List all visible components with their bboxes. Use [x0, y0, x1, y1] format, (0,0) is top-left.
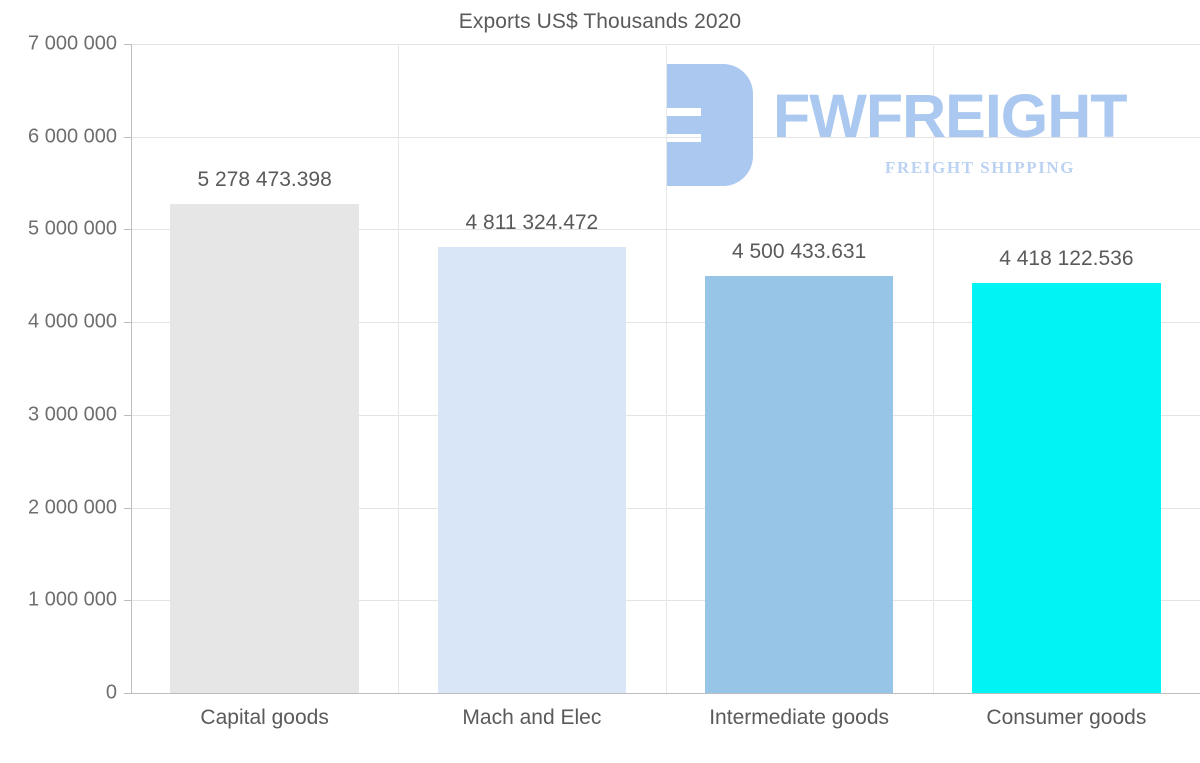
y-tick-mark [124, 44, 132, 45]
y-axis-tick-label: 0 [105, 681, 117, 704]
x-axis-category-label: Mach and Elec [462, 706, 602, 729]
bar-value-label: 4 418 122.536 [999, 247, 1134, 271]
y-axis-tick-label: 2 000 000 [28, 496, 117, 519]
y-axis-tick-label: 4 000 000 [28, 310, 117, 333]
bar-value-label: 5 278 473.398 [197, 167, 332, 191]
bar[interactable] [437, 246, 627, 693]
y-tick-mark [124, 600, 132, 602]
y-axis-tick-label: 1 000 000 [28, 588, 117, 611]
bar[interactable] [704, 275, 894, 693]
plot-area [131, 44, 1200, 694]
y-axis-tick-label: 5 000 000 [28, 217, 117, 240]
y-tick-mark [124, 507, 132, 509]
bar[interactable] [972, 283, 1161, 693]
bar-value-label: 4 500 433.631 [731, 239, 867, 263]
y-axis-tick-label: 6 000 000 [28, 125, 117, 148]
x-axis-category-label: Intermediate goods [709, 706, 890, 729]
gridline-horizontal [131, 693, 1200, 694]
x-axis-category-label: Capital goods [200, 706, 329, 729]
gridline-category-separator [932, 44, 934, 693]
bar-value-label: 4 811 324.472 [465, 210, 599, 234]
y-axis-tick-label: 3 000 000 [28, 403, 117, 426]
gridline-category-separator [398, 44, 400, 693]
y-axis-tick-label: 7 000 000 [28, 32, 117, 55]
bar[interactable] [170, 203, 359, 693]
gridline-category-separator [665, 44, 667, 693]
y-tick-mark [124, 229, 132, 231]
y-tick-mark [124, 136, 132, 138]
chart-title: Exports US$ Thousands 2020 [458, 10, 742, 33]
x-axis-category-label: Consumer goods [986, 706, 1147, 729]
y-tick-mark [124, 322, 132, 324]
y-tick-mark [124, 414, 132, 416]
y-axis-line [131, 44, 132, 694]
y-tick-mark [124, 693, 132, 694]
